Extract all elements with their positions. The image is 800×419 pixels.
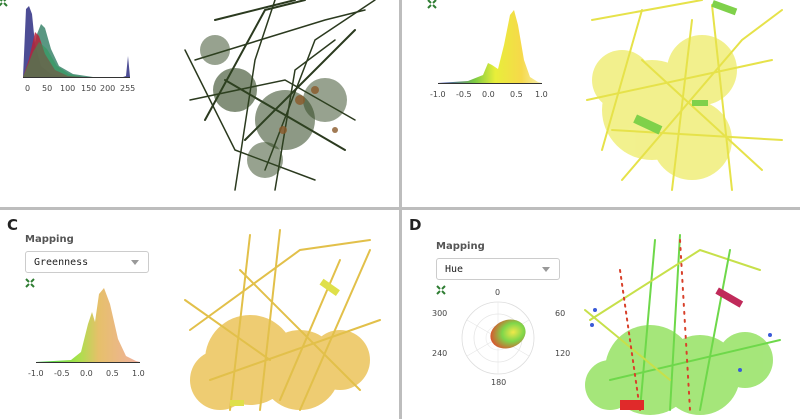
expand-arrows-icon[interactable] xyxy=(0,0,8,7)
mapping-select[interactable]: Hue xyxy=(436,258,560,280)
polar-tick: 120 xyxy=(555,349,571,358)
panel-d: D Mapping Hue 0 60 120 180 240 300 xyxy=(402,210,800,419)
point-cloud-greenness-mapped[interactable] xyxy=(180,210,390,419)
point-cloud-greenness[interactable] xyxy=(582,0,792,207)
polar-tick: 300 xyxy=(432,309,448,318)
dist-tick: -0.5 xyxy=(54,369,70,378)
dist-tick: -0.5 xyxy=(456,90,472,99)
polar-tick: 0 xyxy=(495,288,501,297)
panel-c: C Mapping Greenness -1.0 -0.5 0.0 0.5 1.… xyxy=(0,210,399,419)
mapping-select[interactable]: Greenness xyxy=(25,251,149,273)
dist-tick: -1.0 xyxy=(430,90,446,99)
expand-arrows-icon[interactable] xyxy=(427,0,437,9)
hist-tick: 100 xyxy=(60,84,76,93)
polar-tick: 60 xyxy=(555,309,566,318)
panel-b: -1.0 -0.5 0.0 0.5 1.0 xyxy=(402,0,800,207)
dist-tick: 0.0 xyxy=(482,90,495,99)
hist-tick: 0 xyxy=(25,84,31,93)
hist-tick: 200 xyxy=(100,84,116,93)
panel-letter: C xyxy=(7,216,19,234)
point-cloud-hue[interactable] xyxy=(580,210,790,419)
point-cloud-rgb[interactable] xyxy=(175,0,395,207)
rgb-histogram xyxy=(23,6,130,78)
chevron-down-icon xyxy=(542,267,550,272)
panel-a: 0 50 100 150 200 255 xyxy=(0,0,399,207)
dist-tick: 1.0 xyxy=(132,369,145,378)
dist-tick: 0.5 xyxy=(106,369,119,378)
panel-letter: D xyxy=(409,216,422,234)
polar-tick: 240 xyxy=(432,349,448,358)
dist-tick: 0.0 xyxy=(80,369,93,378)
hist-tick: 255 xyxy=(120,84,136,93)
mapping-label: Mapping xyxy=(25,234,74,245)
dist-tick: -1.0 xyxy=(28,369,44,378)
chevron-down-icon xyxy=(131,260,139,265)
mapping-label: Mapping xyxy=(436,241,485,252)
greenness-distribution xyxy=(36,288,140,363)
greenness-distribution xyxy=(438,10,542,84)
hue-polar-plot xyxy=(461,301,535,375)
mapping-select-value: Greenness xyxy=(34,257,89,268)
polar-tick: 180 xyxy=(491,378,507,387)
expand-arrows-icon[interactable] xyxy=(436,285,446,295)
expand-arrows-icon[interactable] xyxy=(25,278,35,288)
dist-tick: 0.5 xyxy=(510,90,523,99)
hist-tick: 150 xyxy=(81,84,97,93)
mapping-select-value: Hue xyxy=(445,264,464,275)
dist-tick: 1.0 xyxy=(535,90,548,99)
hist-tick: 50 xyxy=(42,84,53,93)
